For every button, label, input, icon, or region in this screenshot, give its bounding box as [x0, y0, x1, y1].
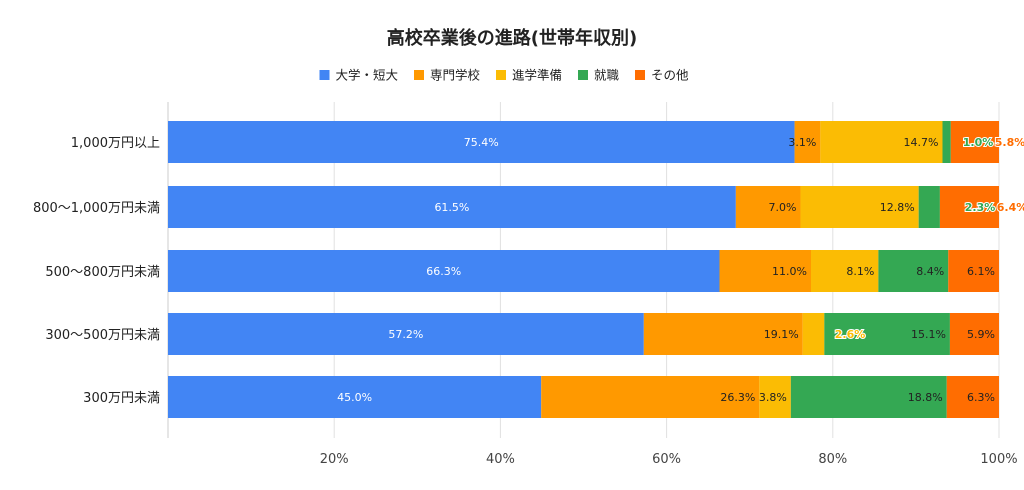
bar-2-4: [948, 250, 999, 292]
bar-2-2: [811, 250, 879, 292]
bar-1-2: [800, 186, 919, 228]
data-label-3-0: 57.2%: [388, 328, 423, 341]
bar-1-4: [939, 186, 999, 228]
overflow-label-3: 6.4%: [997, 201, 1024, 214]
overflow-label-1: 5.8%: [995, 136, 1024, 149]
category-label-3: 300〜500万円未満: [45, 328, 160, 343]
data-label-1-2: 12.8%: [880, 201, 915, 214]
bar-4-3: [790, 376, 947, 418]
data-label-0-0: 75.4%: [464, 136, 499, 149]
bar-3-2: [802, 313, 825, 355]
overflow-label-2: 2.3%: [965, 201, 996, 214]
data-label-0-2: 14.7%: [904, 136, 939, 149]
x-tick-label-1: 40%: [486, 452, 515, 467]
data-label-3-3: 15.1%: [911, 328, 946, 341]
category-label-0: 1,000万円以上: [71, 136, 160, 151]
category-label-4: 300万円未満: [83, 391, 160, 406]
x-tick-label-2: 60%: [652, 452, 681, 467]
legend-swatch-4: [635, 70, 645, 80]
overflow-label-4: 2.6%: [835, 328, 866, 341]
data-label-4-1: 26.3%: [720, 391, 755, 404]
data-label-3-4: 5.9%: [967, 328, 995, 341]
x-tick-label-3: 80%: [818, 452, 847, 467]
data-label-0-1: 3.1%: [788, 136, 816, 149]
chart-title: 高校卒業後の進路(世帯年収別): [387, 27, 637, 49]
data-label-1-0: 61.5%: [434, 201, 469, 214]
bar-4-2: [759, 376, 791, 418]
data-label-1-1: 7.0%: [769, 201, 797, 214]
overflow-label-0: 1.0%: [963, 136, 994, 149]
legend-label-0: 大学・短大: [336, 68, 399, 83]
data-label-4-0: 45.0%: [337, 391, 372, 404]
bar-2-0: [168, 250, 720, 292]
bar-4-0: [168, 376, 542, 418]
bar-1-3: [918, 186, 940, 228]
x-tick-label-4: 100%: [980, 452, 1017, 467]
data-label-2-0: 66.3%: [426, 265, 461, 278]
legend-label-4: その他: [651, 68, 689, 83]
bar-4-1: [541, 376, 760, 418]
bar-0-4: [950, 121, 999, 163]
data-label-2-3: 8.4%: [916, 265, 944, 278]
data-label-2-4: 6.1%: [967, 265, 995, 278]
bar-1-0: [168, 186, 736, 228]
bar-3-0: [168, 313, 644, 355]
bar-3-1: [643, 313, 803, 355]
legend-swatch-1: [414, 70, 424, 80]
data-label-2-2: 8.1%: [846, 265, 874, 278]
bar-0-0: [168, 121, 795, 163]
legend-swatch-3: [578, 70, 588, 80]
category-label-2: 500〜800万円未満: [45, 265, 160, 280]
data-label-3-1: 19.1%: [764, 328, 799, 341]
bar-1-1: [735, 186, 801, 228]
legend-label-3: 就職: [594, 68, 620, 83]
bar-0-3: [942, 121, 951, 163]
data-label-4-4: 6.3%: [967, 391, 995, 404]
legend-swatch-0: [319, 70, 330, 80]
legend-label-2: 進学準備: [512, 68, 562, 83]
bar-2-3: [878, 250, 949, 292]
bar-4-4: [946, 376, 999, 418]
legend-label-1: 専門学校: [430, 68, 481, 83]
data-label-4-2: 3.8%: [759, 391, 787, 404]
bar-0-2: [820, 121, 943, 163]
data-label-4-3: 18.8%: [908, 391, 943, 404]
data-label-2-1: 11.0%: [772, 265, 807, 278]
category-label-1: 800〜1,000万円未満: [33, 201, 160, 216]
legend-swatch-2: [496, 70, 506, 80]
bar-2-1: [719, 250, 812, 292]
bar-3-4: [949, 313, 999, 355]
bar-0-1: [794, 121, 821, 163]
bar-3-3: [824, 313, 950, 355]
x-tick-label-0: 20%: [320, 452, 349, 467]
